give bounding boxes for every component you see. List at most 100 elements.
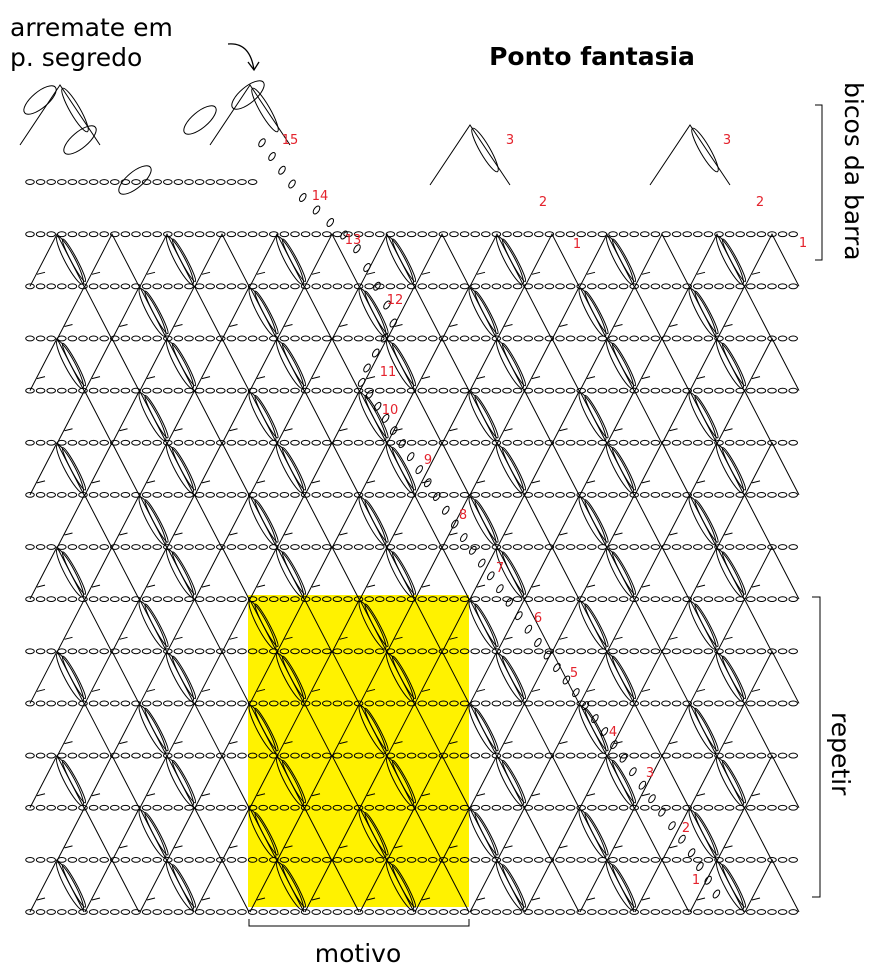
- stitch-bar: [174, 323, 183, 327]
- chain: [25, 231, 35, 238]
- chain: [587, 544, 597, 550]
- leaf: [721, 447, 747, 491]
- stitch-bar: [201, 688, 211, 692]
- stitch: [167, 389, 222, 443]
- chain: [279, 596, 290, 603]
- chain: [587, 335, 597, 342]
- chain: [629, 544, 640, 550]
- stitch-bar: [64, 323, 73, 327]
- chain: [99, 700, 109, 707]
- chain: [777, 387, 788, 394]
- chain: [389, 426, 398, 436]
- chain: [375, 439, 385, 446]
- leaf: [474, 603, 499, 647]
- chain: [311, 752, 322, 759]
- chain: [258, 335, 269, 342]
- stitch-bar: [284, 845, 293, 849]
- stitch-bar: [36, 584, 46, 588]
- chain: [491, 648, 502, 655]
- chain: [587, 387, 597, 394]
- chain: [512, 335, 523, 342]
- chain: [131, 335, 141, 342]
- stitch: [634, 650, 690, 704]
- chain: [682, 856, 693, 863]
- chain: [459, 231, 470, 238]
- chain: [491, 752, 502, 759]
- chain: [638, 780, 647, 790]
- chain: [544, 752, 555, 759]
- chain: [555, 231, 565, 238]
- chain: [226, 700, 237, 707]
- stitch: [524, 545, 580, 600]
- chain: [290, 648, 300, 655]
- chain: [428, 648, 438, 655]
- chain: [311, 909, 322, 915]
- stitch: [744, 441, 800, 496]
- chain: [237, 491, 247, 498]
- picot: [429, 124, 511, 186]
- chain: [767, 544, 777, 550]
- stitch: [607, 598, 662, 652]
- chain: [173, 752, 184, 759]
- leaf: [358, 287, 387, 337]
- chain: [184, 544, 194, 550]
- chain: [415, 465, 423, 475]
- leaf: [138, 600, 167, 650]
- chain: [194, 179, 205, 185]
- chain: [110, 231, 120, 238]
- chain: [364, 909, 375, 915]
- chain: [693, 231, 703, 238]
- chain: [389, 318, 398, 328]
- chain: [375, 231, 385, 238]
- stitch-bar: [641, 688, 651, 692]
- stitch: [414, 337, 470, 391]
- stitch: [717, 389, 772, 443]
- chain: [565, 648, 576, 655]
- leaf: [694, 603, 719, 647]
- picot: [19, 84, 101, 146]
- chain: [120, 335, 131, 342]
- point-number: 2: [539, 195, 547, 210]
- chain: [375, 700, 385, 707]
- stitch-bar: [339, 636, 348, 640]
- stitch: [57, 493, 112, 548]
- chain: [470, 439, 481, 446]
- chain: [767, 856, 777, 863]
- leaf: [694, 499, 719, 543]
- chain: [67, 909, 78, 915]
- stitch-bar: [696, 688, 706, 692]
- leaf: [56, 548, 84, 598]
- chain: [279, 387, 290, 394]
- chain: [173, 648, 184, 655]
- chain: [184, 179, 194, 185]
- chain: [322, 909, 332, 915]
- chain: [78, 752, 88, 759]
- chain: [110, 752, 120, 759]
- chain: [226, 648, 237, 655]
- chain: [767, 700, 777, 707]
- chain: [534, 909, 544, 915]
- chain: [353, 244, 361, 254]
- chain: [247, 909, 258, 915]
- chain: [57, 387, 67, 394]
- chain: [78, 439, 88, 446]
- leaf: [468, 392, 497, 442]
- stitch: [304, 858, 360, 913]
- chain: [618, 909, 629, 915]
- chain: [746, 909, 756, 915]
- chain: [88, 491, 99, 498]
- chain: [110, 648, 120, 655]
- stitch: [744, 545, 800, 600]
- stitch-bar: [229, 428, 238, 432]
- chain: [481, 544, 491, 550]
- chain: [650, 700, 661, 707]
- chain: [141, 596, 152, 603]
- stitch-bar: [256, 897, 266, 901]
- leaf: [501, 655, 527, 700]
- chain: [364, 856, 375, 863]
- point-number: 1: [799, 236, 807, 251]
- leaf: [248, 392, 277, 442]
- chain: [555, 387, 565, 394]
- chain: [451, 519, 459, 529]
- stitch-bar: [614, 323, 623, 327]
